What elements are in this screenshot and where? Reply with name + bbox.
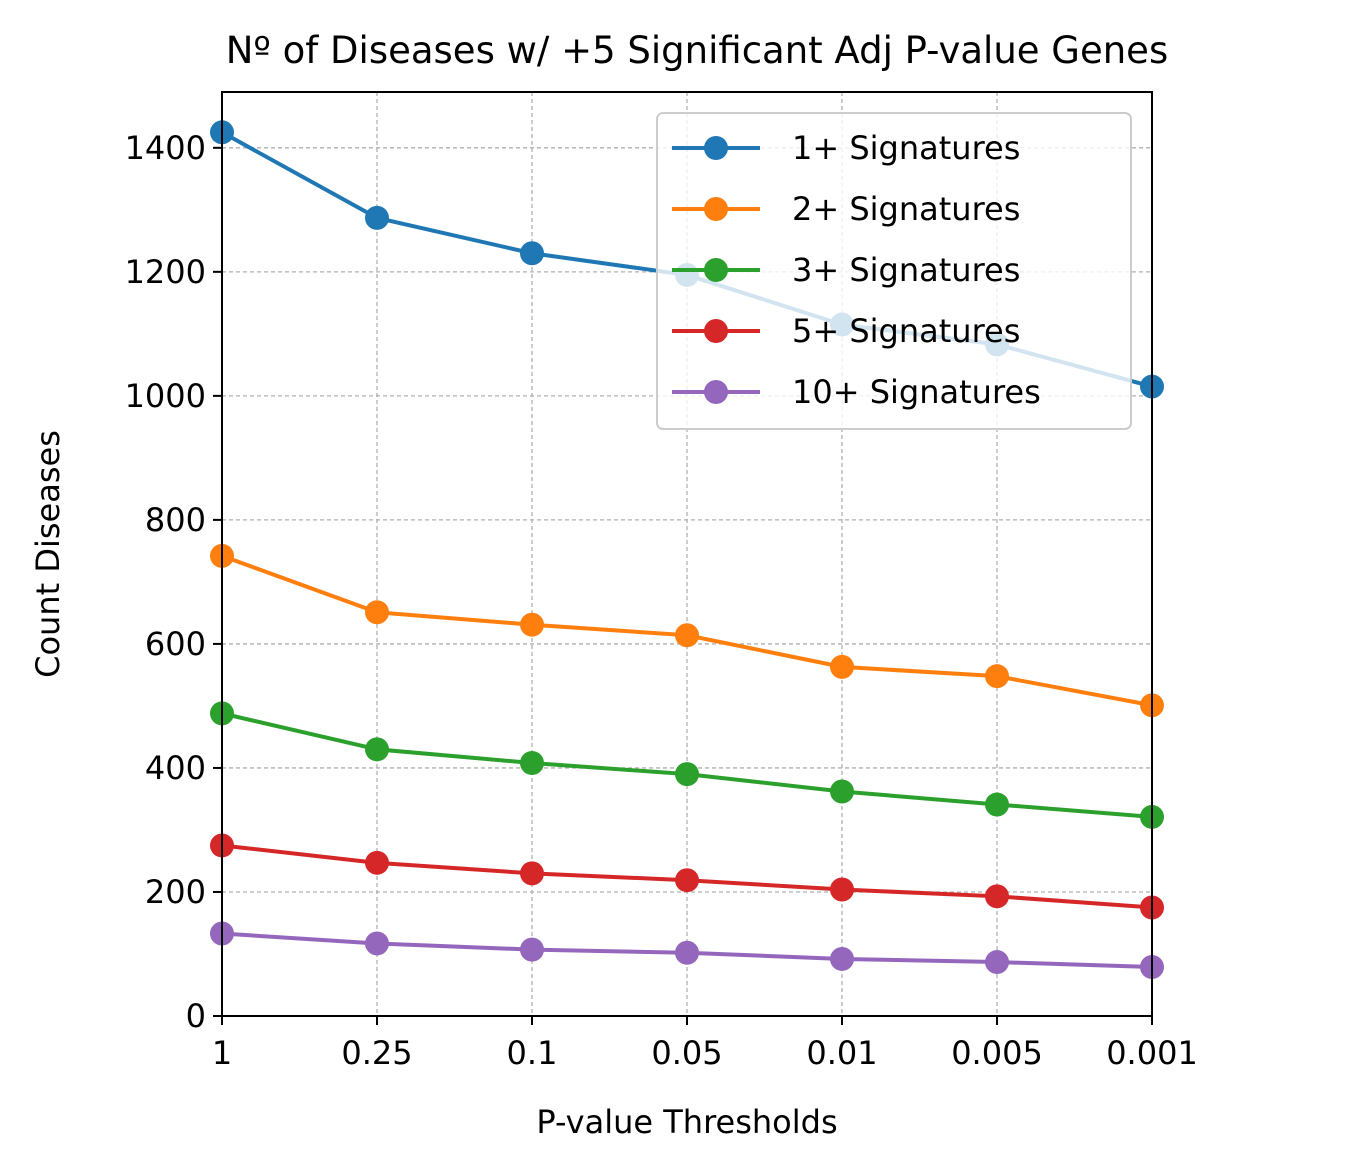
data-point (365, 205, 389, 230)
legend-box (656, 112, 1132, 430)
data-point (365, 850, 389, 875)
data-point (675, 940, 699, 965)
legend-label: 10+ Signatures (792, 373, 1041, 411)
legend-label: 3+ Signatures (792, 251, 1020, 289)
x-axis-label: P-value Thresholds (536, 1103, 837, 1141)
data-point (985, 884, 1009, 909)
x-tick-label: 0.001 (1106, 1034, 1198, 1072)
data-point (985, 792, 1009, 817)
legend-entry: 5+ Signatures (672, 312, 1020, 350)
data-point (365, 931, 389, 956)
legend: 1+ Signatures 2+ Signatures 3+ Signatures 5… (656, 112, 1132, 430)
data-point (830, 779, 854, 804)
x-tick-label: 0.05 (651, 1034, 722, 1072)
legend-entry: 2+ Signatures (672, 190, 1020, 228)
data-point (365, 600, 389, 625)
data-point (985, 664, 1009, 689)
data-point (830, 946, 854, 971)
y-tick-label: 600 (145, 625, 206, 663)
legend-label: 5+ Signatures (792, 312, 1020, 350)
legend-entry: 3+ Signatures (672, 251, 1020, 289)
data-point (675, 868, 699, 893)
data-point (520, 241, 544, 266)
x-tick-label: 0.25 (341, 1034, 412, 1072)
data-point (520, 861, 544, 886)
y-tick-label: 1400 (125, 129, 206, 167)
y-tick-label: 800 (145, 501, 206, 539)
legend-marker (704, 380, 728, 404)
legend-marker (704, 197, 728, 221)
legend-entry: 10+ Signatures (672, 373, 1041, 411)
legend-marker (704, 136, 728, 160)
data-point (675, 623, 699, 648)
y-tick-label: 200 (145, 873, 206, 911)
data-point (830, 654, 854, 679)
y-tick-label: 400 (145, 749, 206, 787)
legend-marker (704, 258, 728, 282)
data-point (830, 877, 854, 902)
data-point (675, 762, 699, 787)
y-axis-label: Count Diseases (29, 430, 67, 678)
series-4 (210, 833, 1164, 920)
legend-label: 1+ Signatures (792, 129, 1020, 167)
x-tick-label: 0.005 (951, 1034, 1043, 1072)
legend-marker (704, 319, 728, 343)
data-point (365, 737, 389, 762)
data-point (985, 950, 1009, 975)
x-tick-label: 0.1 (507, 1034, 558, 1072)
x-tick-label: 0.01 (806, 1034, 877, 1072)
axes: 1 0.25 0.1 0.05 0.01 0.005 0.001 0 200 400 600 800 1… (125, 129, 1198, 1072)
y-tick-label: 1200 (125, 253, 206, 291)
x-tick-label: 1 (212, 1034, 232, 1072)
legend-entry: 1+ Signatures (672, 129, 1020, 167)
data-point (520, 750, 544, 775)
chart-title: Nº of Diseases w/ +5 Significant Adj P-v… (226, 29, 1168, 72)
y-tick-label: 1000 (125, 377, 206, 415)
y-tick-label: 0 (186, 997, 206, 1035)
data-point (520, 937, 544, 962)
legend-label: 2+ Signatures (792, 190, 1020, 228)
data-point (520, 612, 544, 637)
